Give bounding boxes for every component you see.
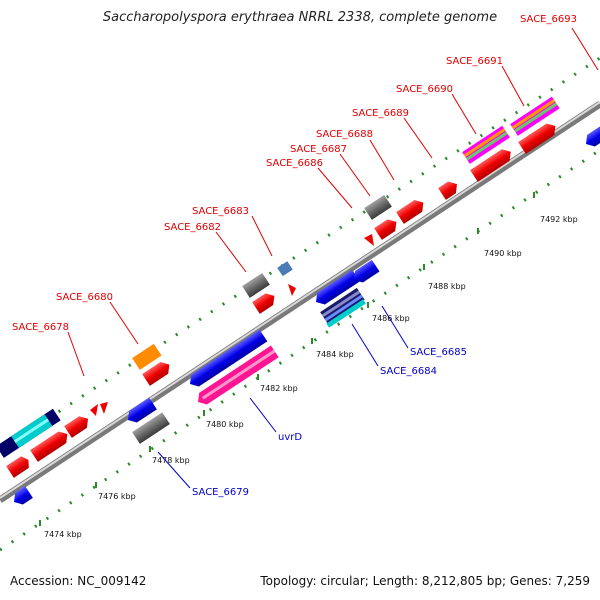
gene-feature[interactable] <box>242 272 270 298</box>
accession-text: Accession: NC_009142 <box>10 574 147 588</box>
bottom-tick-track <box>0 148 600 552</box>
scale-label: 7478 kbp <box>152 456 190 465</box>
gene-label-sace-6679: SACE_6679 <box>192 487 249 498</box>
gene-label-sace-6693: SACE_6693 <box>520 14 577 25</box>
genome-summary-text: Topology: circular; Length: 8,212,805 bp… <box>260 574 590 588</box>
gene-feature[interactable] <box>312 269 360 308</box>
gene-feature[interactable] <box>470 146 514 182</box>
gene-feature[interactable] <box>462 125 510 164</box>
gene-feature[interactable] <box>326 299 366 328</box>
gene-feature[interactable] <box>0 408 61 458</box>
scale-label: 7492 kbp <box>540 215 578 224</box>
gene-feature[interactable] <box>364 194 392 220</box>
label-leaders <box>67 27 599 489</box>
map-title: Saccharopolyspora erythraea NRRL 2338, c… <box>102 10 498 25</box>
gene-label-sace-6688: SACE_6688 <box>316 129 373 140</box>
gene-feature[interactable] <box>142 359 173 386</box>
genome-backbone-highlight <box>0 101 600 499</box>
gene-feature[interactable] <box>64 413 92 438</box>
gene-feature[interactable] <box>252 290 278 314</box>
gene-feature[interactable] <box>288 284 296 296</box>
gene-label-sace-6680: SACE_6680 <box>56 292 113 303</box>
gene-feature[interactable] <box>374 216 400 240</box>
gene-label-sace-6687: SACE_6687 <box>290 144 347 155</box>
gene-feature[interactable] <box>186 329 268 390</box>
gene-feature[interactable] <box>582 126 600 150</box>
gene-feature[interactable] <box>132 412 170 444</box>
gene-feature[interactable] <box>350 259 380 286</box>
gene-label-sace-6683: SACE_6683 <box>192 206 249 217</box>
scale-label: 7486 kbp <box>372 314 410 323</box>
gene-label-sace-6690: SACE_6690 <box>396 84 453 95</box>
gene-feature[interactable] <box>510 96 560 136</box>
gene-feature[interactable] <box>320 287 365 324</box>
gene-feature[interactable] <box>364 234 374 246</box>
gene-label-sace-6685: SACE_6685 <box>410 347 467 358</box>
gene-label-sace-6678: SACE_6678 <box>12 322 69 333</box>
gene-feature[interactable] <box>124 397 157 426</box>
gene-feature[interactable] <box>100 402 108 414</box>
gene-feature[interactable] <box>277 261 293 277</box>
gene-feature[interactable] <box>6 454 32 478</box>
gene-feature[interactable] <box>10 486 33 508</box>
gene-feature[interactable] <box>438 178 461 200</box>
gene-feature[interactable] <box>194 345 279 408</box>
gene-label-uvrd: uvrD <box>278 432 302 443</box>
gene-label-sace-6686: SACE_6686 <box>266 158 323 169</box>
reverse-genes <box>10 126 600 508</box>
gene-feature[interactable] <box>518 120 559 154</box>
scale-label: 7480 kbp <box>206 420 244 429</box>
gene-label-sace-6691: SACE_6691 <box>446 56 503 67</box>
gene-feature[interactable] <box>30 428 71 462</box>
gene-feature[interactable] <box>90 404 98 416</box>
gene-feature[interactable] <box>132 343 162 370</box>
gene-feature[interactable] <box>396 197 427 224</box>
gene-label-sace-6682: SACE_6682 <box>164 222 221 233</box>
gene-label-sace-6684: SACE_6684 <box>380 366 437 377</box>
scale-label: 7484 kbp <box>316 350 354 359</box>
scale-label: 7476 kbp <box>98 492 136 501</box>
scale-label: 7474 kbp <box>44 530 82 539</box>
gene-label-sace-6689: SACE_6689 <box>352 108 409 119</box>
scale-labels: 7474 kbp 7476 kbp 7478 kbp 7480 kbp 7482… <box>44 215 578 539</box>
gene-labels: SACE_6678 SACE_6680 SACE_6682 SACE_6683 … <box>12 14 577 498</box>
scale-label: 7488 kbp <box>428 282 466 291</box>
genome-backbone <box>0 101 600 503</box>
forward-genes <box>0 96 560 478</box>
scale-label: 7482 kbp <box>260 384 298 393</box>
scale-ticks <box>39 192 535 526</box>
scale-label: 7490 kbp <box>484 249 522 258</box>
